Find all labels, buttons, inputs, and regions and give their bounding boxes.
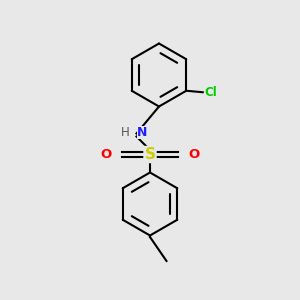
Text: O: O xyxy=(188,148,200,161)
Text: S: S xyxy=(145,147,155,162)
Text: Cl: Cl xyxy=(204,86,217,99)
Text: H: H xyxy=(121,125,130,139)
Text: N: N xyxy=(136,125,147,139)
Text: O: O xyxy=(101,148,112,161)
